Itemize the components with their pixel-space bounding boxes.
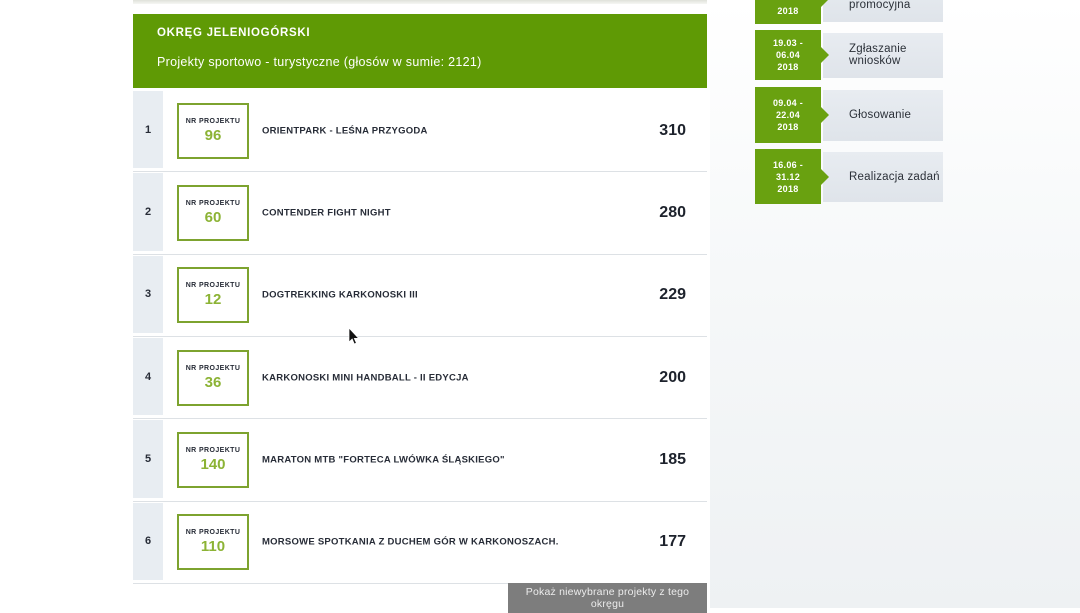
- timeline-date-line: 06.04: [775, 50, 801, 60]
- project-number-label: NR PROJEKTU: [185, 282, 241, 290]
- table-row: 6 NR PROJEKTU 110 MORSOWE SPOTKANIA Z DU…: [133, 502, 707, 584]
- timeline-phase-label: Głosowanie: [823, 89, 943, 141]
- project-title: MARATON MTB "FORTECA LWÓWKA ŚLĄSKIEGO": [262, 454, 505, 466]
- timeline-phase-label: Zgłaszanie wniosków: [823, 32, 943, 78]
- project-number-box: NR PROJEKTU 12: [177, 267, 249, 324]
- project-number-box: NR PROJEKTU 36: [177, 349, 249, 406]
- timeline-date-line: 31.12: [775, 171, 801, 182]
- project-title: MORSOWE SPOTKANIA Z DUCHEM GÓR W KARKONO…: [262, 536, 559, 548]
- project-number-value: 140: [200, 455, 226, 473]
- timeline-date-line: 2018: [777, 6, 799, 16]
- rank-badge: 4: [133, 337, 163, 416]
- project-votes: 185: [659, 450, 686, 468]
- rank-badge: 2: [133, 173, 163, 251]
- table-row: 2 NR PROJEKTU 60 CONTENDER FIGHT NIGHT 2…: [133, 172, 707, 255]
- project-number-label: NR PROJEKTU: [185, 446, 241, 454]
- timeline: 2018 Kampania promocyjna 19.03 - 06.04 2…: [755, 0, 943, 204]
- project-number-value: 12: [204, 291, 222, 309]
- district-title: OKRĘG JELENIOGÓRSKI: [157, 27, 311, 39]
- project-votes: 200: [659, 368, 686, 386]
- timeline-date-line: 2018: [777, 183, 799, 194]
- project-votes: 177: [659, 533, 686, 551]
- table-row: 1 NR PROJEKTU 96 ORIENTPARK - LEŚNA PRZY…: [133, 90, 707, 173]
- project-title: KARKONOSKI MINI HANDBALL - II EDYCJA: [262, 372, 469, 384]
- timeline-date-line: 09.04 -: [772, 98, 804, 108]
- timeline-date-line: 2018: [777, 62, 799, 72]
- timeline-date-box: 19.03 - 06.04 2018: [755, 30, 821, 80]
- previous-section-edge: [133, 0, 707, 4]
- timeline-date-line: 19.03 -: [772, 38, 804, 48]
- project-number-value: 110: [200, 538, 226, 556]
- rank-badge: 5: [133, 420, 163, 498]
- timeline-item: 16.06 - 31.12 2018 Realizacja zadań: [755, 149, 943, 204]
- project-number-box: NR PROJEKTU 110: [177, 514, 249, 571]
- project-votes: 280: [659, 203, 686, 221]
- project-votes: 229: [659, 286, 686, 304]
- timeline-date-box: 16.06 - 31.12 2018: [755, 149, 821, 204]
- timeline-date-box: 2018: [755, 0, 821, 24]
- timeline-item: 2018 Kampania promocyjna: [755, 0, 943, 24]
- show-unselected-projects-button[interactable]: Pokaż niewybrane projekty z tego okręgu: [508, 583, 707, 613]
- project-votes: 310: [659, 121, 686, 139]
- table-row: 4 NR PROJEKTU 36 KARKONOSKI MINI HANDBAL…: [133, 337, 707, 420]
- timeline-date-line: 22.04: [775, 110, 801, 120]
- project-number-label: NR PROJEKTU: [185, 199, 241, 207]
- timeline-phase-label: Realizacja zadań: [823, 151, 943, 202]
- project-results-list: 1 NR PROJEKTU 96 ORIENTPARK - LEŚNA PRZY…: [133, 90, 707, 584]
- timeline-date-line: 16.06 -: [772, 159, 804, 170]
- project-number-box: NR PROJEKTU 60: [177, 184, 249, 241]
- timeline-phase-label: Kampania promocyjna: [823, 0, 943, 22]
- timeline-item: 09.04 - 22.04 2018 Głosowanie: [755, 87, 943, 143]
- project-title: ORIENTPARK - LEŚNA PRZYGODA: [262, 125, 428, 137]
- table-row: 5 NR PROJEKTU 140 MARATON MTB "FORTECA L…: [133, 419, 707, 502]
- project-title: CONTENDER FIGHT NIGHT: [262, 207, 391, 219]
- district-header: OKRĘG JELENIOGÓRSKI Projekty sportowo - …: [133, 14, 707, 88]
- project-title: DOGTREKKING KARKONOSKI III: [262, 289, 418, 301]
- project-number-value: 60: [204, 208, 222, 226]
- project-number-value: 36: [204, 373, 222, 391]
- timeline-date-box: 09.04 - 22.04 2018: [755, 87, 821, 143]
- timeline-date-line: 2018: [777, 122, 799, 132]
- project-number-box: NR PROJEKTU 140: [177, 431, 249, 488]
- project-number-label: NR PROJEKTU: [185, 364, 241, 372]
- category-subtitle: Projekty sportowo - turystyczne (głosów …: [157, 55, 482, 69]
- project-number-box: NR PROJEKTU 96: [177, 102, 249, 159]
- rank-badge: 6: [133, 502, 163, 580]
- project-number-label: NR PROJEKTU: [185, 529, 241, 537]
- rank-badge: 1: [133, 91, 163, 169]
- table-row: 3 NR PROJEKTU 12 DOGTREKKING KARKONOSKI …: [133, 255, 707, 337]
- project-number-label: NR PROJEKTU: [185, 117, 241, 125]
- rank-badge: 3: [133, 255, 163, 333]
- project-number-value: 96: [204, 126, 222, 144]
- timeline-item: 19.03 - 06.04 2018 Zgłaszanie wniosków: [755, 30, 943, 80]
